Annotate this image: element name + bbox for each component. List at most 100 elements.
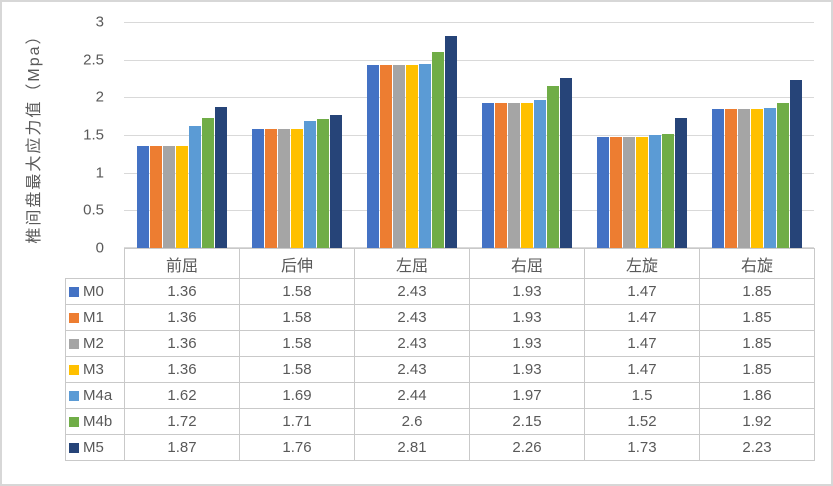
chart-data-table: 前屈 后伸 左屈 右屈 左旋 右旋 M0 1.36 1.58 2.43 1.93 1.47 1.85 M…: [65, 248, 815, 461]
bar-M3-左屈: [405, 64, 418, 248]
value-cell-M5-后伸: 1.76: [239, 434, 355, 461]
bar-M4a-右旋: [763, 107, 776, 248]
table-row-M4a: M4a 1.62 1.69 2.44 1.97 1.5 1.86: [65, 382, 815, 409]
y-tick-label: 2.5: [83, 51, 104, 69]
value-cell-M3-前屈: 1.36: [124, 356, 240, 383]
value-cell-M2-左旋: 1.47: [584, 330, 700, 357]
value-cell-M1-右旋: 1.85: [699, 304, 815, 331]
value-cell-M4a-左屈: 2.44: [354, 382, 470, 409]
bar-M2-左旋: [622, 137, 635, 248]
bar-M4b-右屈: [546, 86, 559, 248]
legend-swatch-M4a: [69, 390, 79, 401]
value-cell-M5-前屈: 1.87: [124, 434, 240, 461]
gridline: [124, 172, 814, 174]
bar-M2-右旋: [737, 108, 750, 248]
bar-M2-后伸: [277, 128, 290, 248]
table-row-M5: M5 1.87 1.76 2.81 2.26 1.73 2.23: [65, 434, 815, 461]
bar-group-前屈: [124, 22, 239, 248]
bar-M2-前屈: [162, 145, 175, 248]
category-header-右旋: 右旋: [699, 248, 815, 279]
legend-swatch-M3: [69, 364, 79, 375]
value-cell-M0-后伸: 1.58: [239, 278, 355, 305]
legend-swatch-M0: [69, 286, 79, 297]
value-cell-M2-前屈: 1.36: [124, 330, 240, 357]
bar-M5-前屈: [214, 107, 227, 248]
value-cell-M4a-右屈: 1.97: [469, 382, 585, 409]
y-tick-label: 2: [95, 88, 104, 106]
value-cell-M1-左屈: 2.43: [354, 304, 470, 331]
legend-swatch-M1: [69, 312, 79, 323]
bar-M0-左屈: [366, 64, 379, 248]
gridline: [124, 247, 814, 248]
value-cell-M3-右旋: 1.85: [699, 356, 815, 383]
bar-group-后伸: [239, 22, 354, 248]
table-row-M1: M1 1.36 1.58 2.43 1.93 1.47 1.85: [65, 304, 815, 331]
value-cell-M5-左旋: 1.73: [584, 434, 700, 461]
bar-M5-左旋: [674, 117, 687, 248]
value-cell-M0-右屈: 1.93: [469, 278, 585, 305]
bar-M4a-后伸: [303, 120, 316, 248]
bar-M5-后伸: [329, 115, 342, 248]
bar-M3-前屈: [175, 145, 188, 248]
bar-M0-右屈: [481, 102, 494, 248]
table-row-M3: M3 1.36 1.58 2.43 1.93 1.47 1.85: [65, 356, 815, 383]
y-tick-label: 0: [95, 239, 104, 257]
legend-swatch-M2: [69, 338, 79, 349]
category-header-row: 前屈 后伸 左屈 右屈 左旋 右旋: [65, 248, 815, 279]
plot-area: [124, 22, 814, 248]
y-tick-label: 1: [95, 164, 104, 182]
series-label-M5: M5: [83, 439, 104, 456]
data-table-header: 前屈 后伸 左屈 右屈 左旋 右旋: [65, 248, 815, 279]
value-cell-M0-左屈: 2.43: [354, 278, 470, 305]
y-tick-label: 1.5: [83, 126, 104, 144]
value-cell-M2-右旋: 1.85: [699, 330, 815, 357]
bar-group-右旋: [699, 22, 814, 248]
value-cell-M3-右屈: 1.93: [469, 356, 585, 383]
value-cell-M4b-前屈: 1.72: [124, 408, 240, 435]
y-tick-label: 0.5: [83, 201, 104, 219]
category-header-后伸: 后伸: [239, 248, 355, 279]
bar-group-左屈: [354, 22, 469, 248]
y-axis-tick-labels: 3 2.5 2 1.5 1 0.5 0: [2, 14, 114, 257]
gridline: [124, 59, 814, 61]
bar-M0-左旋: [596, 137, 609, 248]
series-label-M3: M3: [83, 361, 104, 378]
series-key-cell-M5: M5: [65, 434, 125, 461]
bar-M4b-右旋: [776, 103, 789, 248]
bar-M0-后伸: [251, 128, 264, 248]
bar-M0-右旋: [711, 108, 724, 248]
series-label-M4a: M4a: [83, 387, 113, 404]
value-cell-M5-右屈: 2.26: [469, 434, 585, 461]
bar-M1-左屈: [379, 64, 392, 248]
value-cell-M4b-右旋: 1.92: [699, 408, 815, 435]
value-cell-M4a-后伸: 1.69: [239, 382, 355, 409]
value-cell-M0-前屈: 1.36: [124, 278, 240, 305]
value-cell-M4a-前屈: 1.62: [124, 382, 240, 409]
bar-M1-后伸: [264, 128, 277, 248]
bar-M4a-左屈: [418, 64, 431, 248]
bar-groups: [124, 22, 814, 248]
bar-M1-右旋: [724, 108, 737, 248]
bar-M1-右屈: [494, 102, 507, 248]
value-cell-M1-前屈: 1.36: [124, 304, 240, 331]
category-header-前屈: 前屈: [124, 248, 240, 279]
bar-M2-左屈: [392, 64, 405, 248]
bar-M3-右旋: [750, 108, 763, 248]
legend-swatch-M4b: [69, 416, 79, 427]
bar-M5-右旋: [789, 80, 802, 248]
value-cell-M2-右屈: 1.93: [469, 330, 585, 357]
bar-group-左旋: [584, 22, 699, 248]
value-cell-M5-右旋: 2.23: [699, 434, 815, 461]
category-header-右屈: 右屈: [469, 248, 585, 279]
category-header-左屈: 左屈: [354, 248, 470, 279]
y-tick-label: 3: [95, 13, 104, 31]
series-key-cell-M3: M3: [65, 356, 125, 383]
table-row-M4b: M4b 1.72 1.71 2.6 2.15 1.52 1.92: [65, 408, 815, 435]
series-label-M0: M0: [83, 283, 104, 300]
gridline: [124, 97, 814, 99]
bar-M1-左旋: [609, 137, 622, 248]
value-cell-M2-后伸: 1.58: [239, 330, 355, 357]
series-label-M1: M1: [83, 309, 104, 326]
value-cell-M4b-后伸: 1.71: [239, 408, 355, 435]
